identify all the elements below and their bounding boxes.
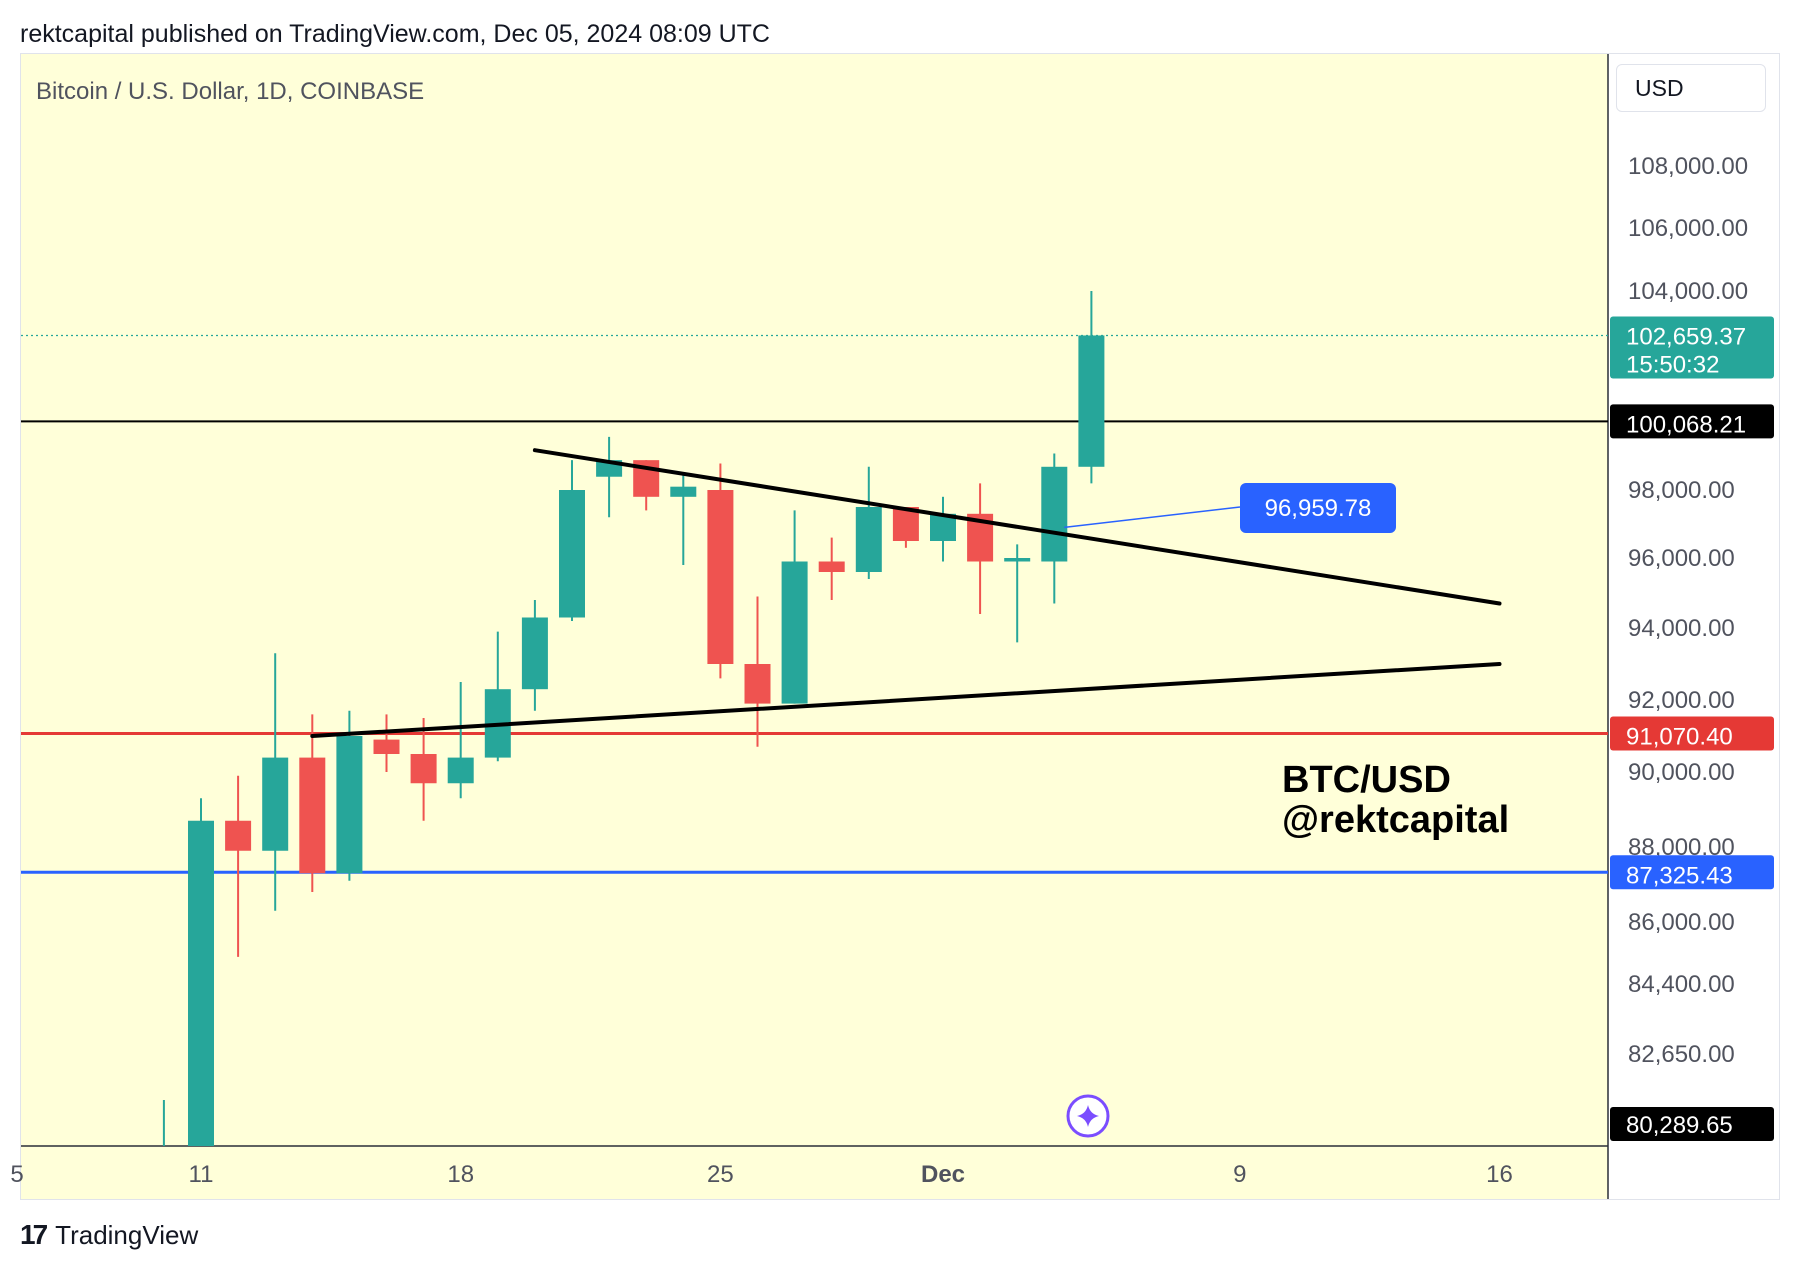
y-tick-84400: 84,400.00 <box>1628 971 1735 998</box>
price-axis-background <box>1609 54 1779 1146</box>
candle-body-2024-11-27 <box>781 561 808 704</box>
plot-background <box>21 54 1608 1146</box>
candle-body-2024-11-15 <box>336 736 363 874</box>
candle-body-2024-11-25 <box>707 490 734 664</box>
last-price-tag-text-1: 15:50:32 <box>1626 351 1719 378</box>
candle-body-2024-11-11 <box>188 820 214 1146</box>
candle-body-2024-11-29 <box>855 507 882 572</box>
candle-body-2024-11-20 <box>521 617 548 690</box>
red-level-tag-text-0: 91,070.40 <box>1626 723 1733 750</box>
y-tick-94000: 94,000.00 <box>1628 615 1735 642</box>
candle-body-2024-12-03 <box>1004 558 1031 562</box>
candle-body-2024-11-16 <box>373 739 400 754</box>
y-tick-86000: 86,000.00 <box>1628 909 1735 936</box>
tradingview-footer[interactable]: 17 TradingView <box>20 1218 198 1252</box>
tradingview-brand: TradingView <box>55 1219 199 1250</box>
candle-body-2024-11-24 <box>670 486 697 497</box>
time-axis-background <box>21 1146 1608 1199</box>
y-tick-108000: 108,000.00 <box>1628 153 1748 180</box>
y-tick-90000: 90,000.00 <box>1628 759 1735 786</box>
x-tick-11: 11 <box>189 1161 214 1188</box>
candle-body-2024-11-30 <box>892 507 919 541</box>
y-tick-92000: 92,000.00 <box>1628 687 1735 714</box>
annotation-connector <box>1064 506 1241 529</box>
candle-body-2024-11-28 <box>818 561 845 572</box>
last-price-tag-text-0: 102,659.37 <box>1626 323 1746 350</box>
y-tick-96000: 96,000.00 <box>1628 545 1735 572</box>
y-tick-106000: 106,000.00 <box>1628 215 1748 242</box>
x-tick-edge: 5 <box>10 1161 23 1188</box>
x-tick-18: 18 <box>447 1161 474 1188</box>
last-price-tag <box>1610 316 1774 379</box>
candle-body-2024-11-18 <box>447 757 474 784</box>
red-level-tag <box>1610 716 1774 751</box>
watermark-line-2: @rektcapital <box>1282 799 1510 841</box>
candle-body-2024-11-14 <box>299 757 326 874</box>
blue-level-tag-text-0: 87,325.43 <box>1626 862 1733 889</box>
annotation-label: 96,959.78 <box>1265 495 1372 522</box>
low-marker-tag-text: 80,289.65 <box>1626 1112 1733 1139</box>
symbol-title: Bitcoin / U.S. Dollar, 1D, COINBASE <box>36 78 425 105</box>
candle-body-2024-12-04 <box>1041 466 1068 562</box>
candle-body-2024-11-13 <box>262 757 289 851</box>
x-tick-Dec: Dec <box>921 1161 965 1188</box>
y-tick-104000: 104,000.00 <box>1628 278 1748 305</box>
sparkle-icon-star <box>1077 1105 1099 1127</box>
candle-body-2024-12-05 <box>1078 335 1105 467</box>
y-tick-98000: 98,000.00 <box>1628 477 1735 504</box>
candle-body-2024-11-21 <box>559 490 585 618</box>
currency-selector[interactable]: USD <box>1616 64 1766 112</box>
x-tick-16: 16 <box>1486 1161 1513 1188</box>
black-level-tag-text-0: 100,068.21 <box>1626 411 1746 438</box>
x-tick-9: 9 <box>1233 1161 1246 1188</box>
lower-trendline <box>310 662 1502 738</box>
publish-line: rektcapital published on TradingView.com… <box>20 20 770 48</box>
candle-body-2024-11-26 <box>744 664 771 704</box>
upper-trendline <box>532 448 1502 606</box>
candle-body-2024-11-17 <box>410 754 437 784</box>
blue-level-tag <box>1610 855 1774 890</box>
watermark-line-1: BTC/USD <box>1282 759 1451 801</box>
candle-body-2024-11-12 <box>225 820 252 851</box>
low-marker-tag <box>1610 1107 1774 1141</box>
annotation-box <box>1240 483 1396 533</box>
tradingview-logo-icon: 17 <box>20 1219 48 1250</box>
x-tick-25: 25 <box>707 1161 734 1188</box>
chart-frame <box>20 53 1780 1200</box>
black-level-tag <box>1610 404 1774 439</box>
y-tick-82650: 82,650.00 <box>1628 1041 1735 1068</box>
watermark: BTC/USD @rektcapital <box>1282 760 1509 840</box>
